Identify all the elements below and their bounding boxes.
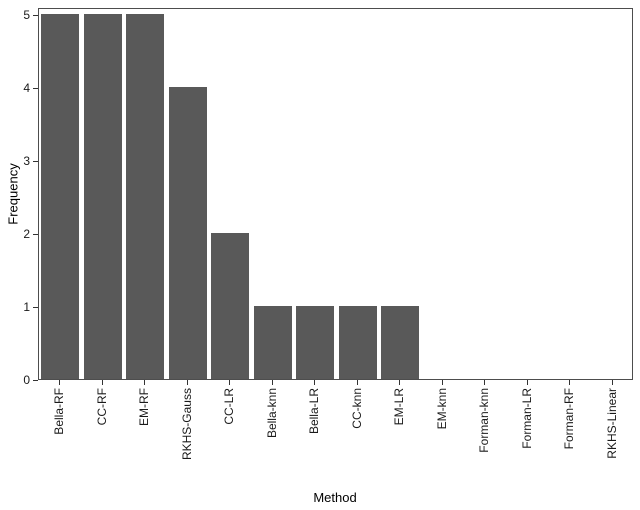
x-axis-tick-label-text: CC-RF <box>94 388 109 426</box>
x-axis-tick-label-text: EM-knn <box>434 388 449 430</box>
x-tick-mark <box>484 380 486 385</box>
x-axis-tick-label-text: Forman-knn <box>477 388 492 453</box>
x-axis-tick-label: Bella-knn <box>260 388 284 492</box>
x-tick-mark <box>356 380 358 385</box>
x-tick-mark <box>441 380 443 385</box>
x-tick-mark <box>399 380 401 385</box>
x-axis-tick-label-text: RKHS-Gauss <box>179 388 194 461</box>
bar <box>83 14 122 379</box>
y-tick-mark <box>33 234 38 235</box>
x-tick-mark <box>59 380 61 385</box>
bar <box>253 306 292 379</box>
y-axis-tick-label: 1 <box>23 300 30 314</box>
x-tick-mark <box>314 380 316 385</box>
x-axis-tick-label: Bella-LR <box>302 388 326 492</box>
x-axis-tick-label: CC-knn <box>345 388 369 492</box>
x-tick-mark <box>186 380 188 385</box>
x-axis-tick-label: CC-RF <box>90 388 114 492</box>
x-axis-tick-label-text: Bella-LR <box>307 388 322 435</box>
x-tick-mark <box>144 380 146 385</box>
y-tick-mark <box>33 15 38 16</box>
x-axis-tick-label: RKHS-Gauss <box>175 388 199 492</box>
x-axis-tick-label: EM-RF <box>132 388 156 492</box>
x-axis-tick-label-text: Forman-RF <box>562 388 577 450</box>
x-tick-mark <box>611 380 613 385</box>
x-tick-mark <box>271 380 273 385</box>
x-axis-tick-label: Bella-RF <box>47 388 71 492</box>
y-tick-mark <box>33 88 38 89</box>
y-tick-mark <box>33 161 38 162</box>
bar <box>168 87 207 379</box>
x-axis-title: Method <box>313 490 357 505</box>
x-tick-mark <box>229 380 231 385</box>
x-axis-tick-label: RKHS-Linear <box>600 388 624 492</box>
x-axis-tick-label-text: RKHS-Linear <box>604 388 619 459</box>
x-axis-tick-label-text: Bella-knn <box>264 388 279 439</box>
x-tick-mark <box>526 380 528 385</box>
x-axis-tick-label: CC-LR <box>217 388 241 492</box>
x-axis-tick-label: Forman-knn <box>472 388 496 492</box>
y-axis-tick-label: 2 <box>23 227 30 241</box>
y-axis-tick-label: 5 <box>23 8 30 22</box>
x-tick-mark <box>101 380 103 385</box>
x-axis-tick-label-text: EM-LR <box>392 388 407 426</box>
y-tick-mark <box>33 380 38 381</box>
plot-panel <box>38 8 633 380</box>
x-axis-tick-label-text: CC-knn <box>349 388 364 429</box>
x-axis-tick-label: Forman-RF <box>557 388 581 492</box>
bar <box>126 14 165 379</box>
y-tick-mark <box>33 307 38 308</box>
x-axis-tick-label: Forman-LR <box>515 388 539 492</box>
x-axis-tick-label-text: EM-RF <box>137 388 152 426</box>
y-axis-title: Frequency <box>5 163 21 225</box>
x-axis-tick-label-text: Bella-RF <box>52 388 67 435</box>
bar <box>381 306 420 379</box>
x-tick-mark <box>569 380 571 385</box>
bar <box>296 306 335 379</box>
bar <box>338 306 377 379</box>
bar <box>211 233 250 379</box>
y-axis-tick-label: 0 <box>23 373 30 387</box>
x-axis-tick-label-text: CC-LR <box>222 388 237 425</box>
bar <box>41 14 80 379</box>
y-axis-tick-label: 3 <box>23 154 30 168</box>
y-axis-tick-label: 4 <box>23 81 30 95</box>
x-axis-tick-label: EM-LR <box>387 388 411 492</box>
x-axis-tick-label: EM-knn <box>430 388 454 492</box>
x-axis-tick-label-text: Forman-LR <box>519 388 534 449</box>
